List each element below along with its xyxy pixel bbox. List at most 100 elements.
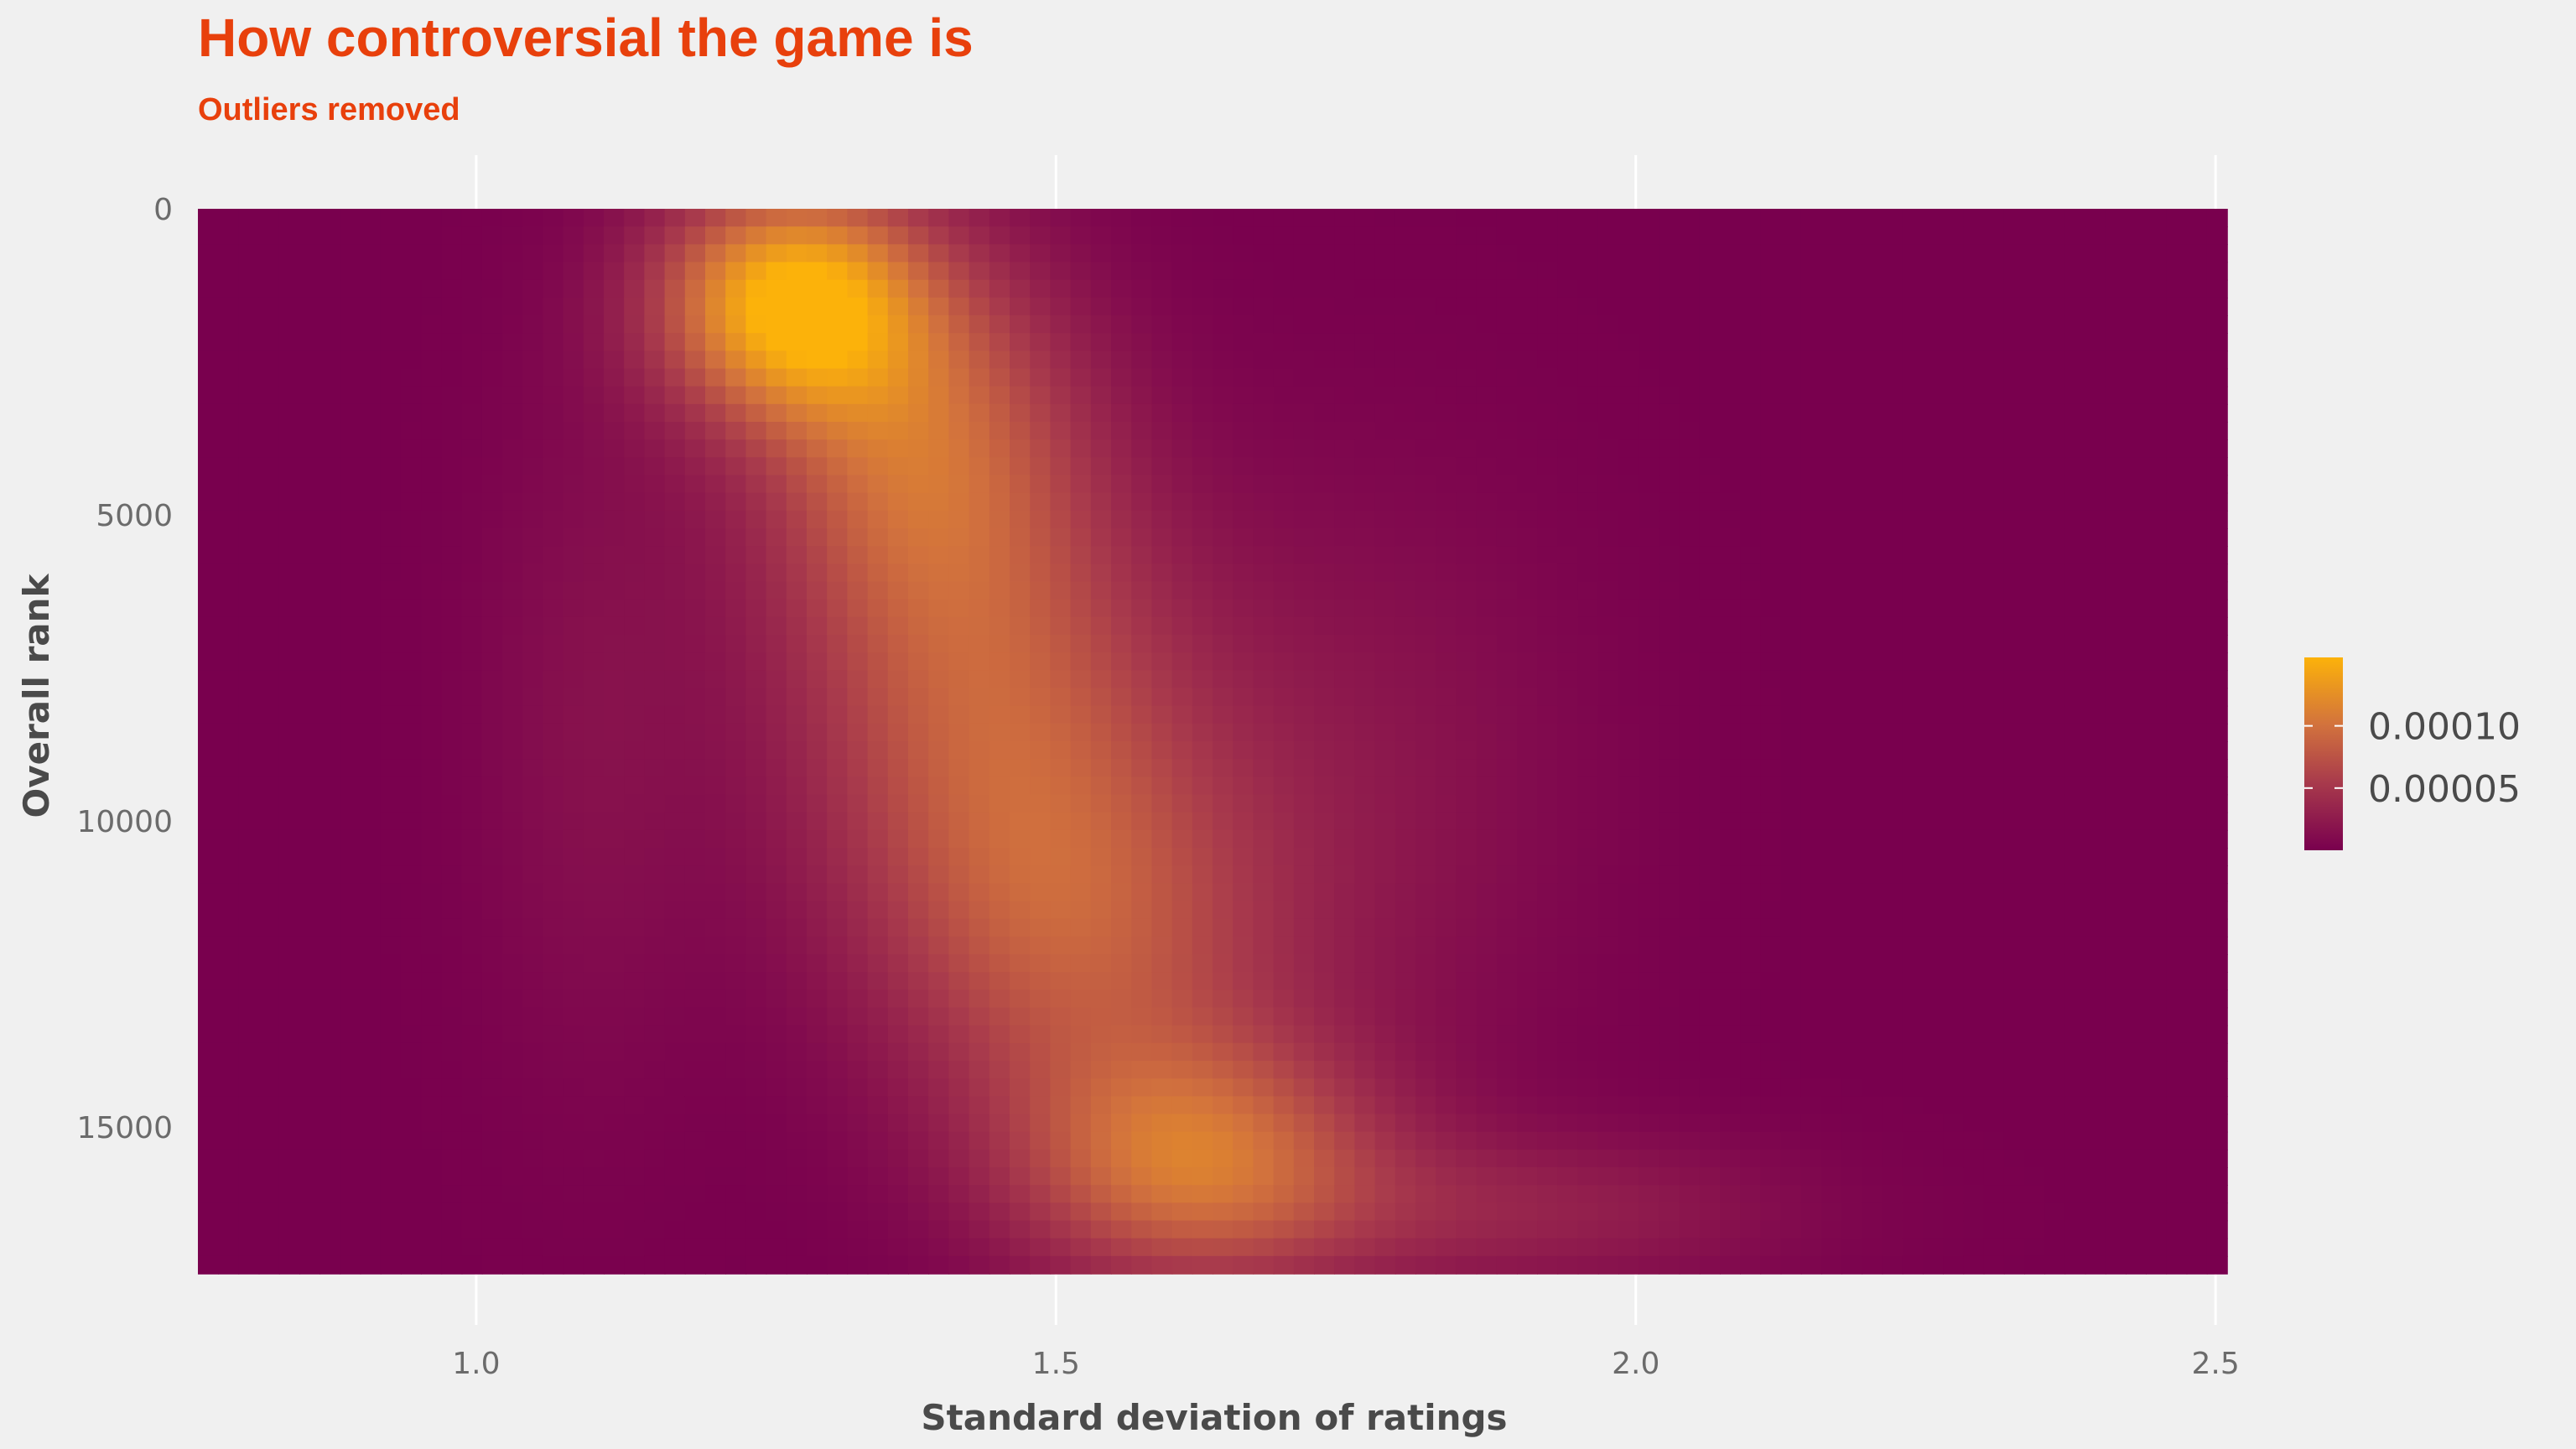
heatmap-cell: [1577, 262, 1599, 281]
heatmap-cell: [1070, 688, 1092, 707]
heatmap-cell: [380, 492, 402, 512]
heatmap-cell: [360, 635, 382, 653]
heatmap-cell: [1050, 829, 1072, 849]
heatmap-cell: [1171, 244, 1193, 263]
heatmap-cell: [1192, 883, 1213, 902]
heatmap-cell: [684, 883, 706, 902]
heatmap-cell: [340, 475, 361, 494]
heatmap-cell: [1273, 315, 1295, 334]
heatmap-cell: [502, 297, 523, 316]
heatmap-cell: [1070, 386, 1092, 405]
heatmap-cell: [461, 936, 483, 955]
heatmap-cell: [1293, 616, 1315, 636]
heatmap-cell: [1862, 848, 1883, 866]
heatmap-cell: [725, 262, 747, 281]
heatmap-cell: [340, 386, 361, 405]
heatmap-cell: [1111, 1114, 1132, 1133]
heatmap-cell: [624, 422, 646, 440]
heatmap-cell: [441, 1220, 463, 1239]
heatmap-cell: [299, 297, 320, 316]
heatmap-cell: [1111, 564, 1132, 583]
heatmap-cell: [1841, 972, 1863, 991]
heatmap-cell: [847, 635, 869, 653]
heatmap-cell: [299, 635, 320, 653]
heatmap-cell: [1496, 1167, 1518, 1186]
heatmap-cell: [1679, 901, 1701, 920]
heatmap-cell: [258, 1255, 280, 1275]
heatmap-cell: [807, 403, 828, 423]
heatmap-cell: [604, 1007, 625, 1026]
heatmap-cell: [380, 989, 402, 1009]
heatmap-cell: [827, 972, 849, 991]
heatmap-cell: [1253, 351, 1275, 370]
heatmap-cell: [481, 741, 503, 760]
heatmap-cell: [1618, 333, 1639, 352]
heatmap-cell: [481, 989, 503, 1009]
heatmap-cell: [198, 670, 219, 689]
heatmap-cell: [502, 688, 523, 707]
heatmap-cell: [969, 1255, 990, 1275]
heatmap-cell: [238, 351, 260, 370]
heatmap-cell: [1394, 972, 1416, 991]
heatmap-cell: [1253, 1007, 1275, 1026]
heatmap-cell: [1862, 901, 1883, 920]
heatmap-cell: [1314, 918, 1335, 937]
heatmap-cell: [278, 670, 300, 689]
heatmap-cell: [1050, 865, 1072, 885]
heatmap-cell: [502, 972, 523, 991]
heatmap-cell: [1334, 635, 1356, 653]
heatmap-cell: [421, 723, 443, 742]
heatmap-cell: [1841, 209, 1863, 227]
heatmap-cell: [1374, 386, 1396, 405]
heatmap-cell: [1030, 546, 1052, 565]
heatmap-cell: [238, 759, 260, 778]
heatmap-cell: [664, 1238, 686, 1257]
heatmap-cell: [1699, 226, 1721, 246]
heatmap-cell: [543, 688, 564, 707]
heatmap-cell: [319, 403, 341, 423]
heatmap-cell: [1213, 226, 1233, 246]
heatmap-cell: [1436, 616, 1457, 636]
heatmap-cell: [684, 918, 706, 937]
heatmap-cell: [1537, 333, 1559, 352]
heatmap-cell: [908, 723, 929, 742]
heatmap-cell: [238, 829, 260, 849]
heatmap-cell: [278, 759, 300, 778]
heatmap-cell: [1171, 279, 1193, 299]
heatmap-cell: [543, 422, 564, 440]
heatmap-cell: [725, 599, 747, 618]
heatmap-cell: [1293, 581, 1315, 600]
heatmap-cell: [1639, 1185, 1660, 1204]
heatmap-cell: [664, 954, 686, 973]
heatmap-cell: [1618, 226, 1639, 246]
heatmap-cell: [624, 581, 646, 600]
heatmap-cell: [766, 492, 787, 512]
heatmap-cell: [1171, 1131, 1193, 1150]
heatmap-cell: [1659, 297, 1680, 316]
heatmap-cell: [887, 989, 909, 1009]
heatmap-cell: [1293, 670, 1315, 689]
heatmap-cell: [1740, 297, 1762, 316]
heatmap-cell: [1740, 705, 1762, 724]
heatmap-cell: [1010, 741, 1031, 760]
heatmap-cell: [380, 901, 402, 920]
heatmap-cell: [198, 492, 219, 512]
heatmap-cell: [684, 812, 706, 831]
heatmap-cell: [1679, 1220, 1701, 1239]
heatmap-cell: [1253, 333, 1275, 352]
heatmap-cell: [1699, 1096, 1721, 1115]
heatmap-cell: [745, 794, 767, 813]
heatmap-cell: [238, 1042, 260, 1062]
heatmap-cell: [786, 1078, 808, 1098]
heatmap-cell: [948, 705, 970, 724]
heatmap-cell: [1862, 351, 1883, 370]
heatmap-cell: [827, 883, 849, 902]
heatmap-cell: [807, 599, 828, 618]
heatmap-cell: [1010, 403, 1031, 423]
heatmap-cell: [766, 1096, 787, 1115]
heatmap-cell: [624, 1042, 646, 1062]
heatmap-cell: [1699, 315, 1721, 334]
heatmap-cell: [705, 1061, 726, 1079]
heatmap-cell: [218, 954, 240, 973]
heatmap-cell: [461, 1042, 483, 1062]
